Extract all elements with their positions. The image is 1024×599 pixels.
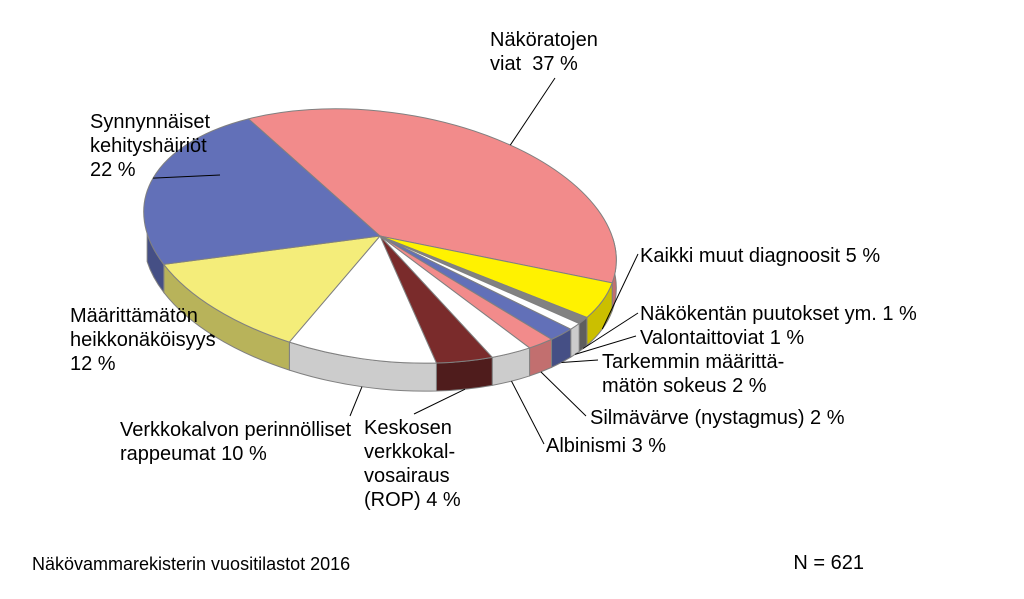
label-nakoratojen: Näköratojen viat 37 %: [490, 28, 598, 76]
label-keskosen: Keskosen verkkokal- vosairaus (ROP) 4 %: [364, 416, 461, 512]
footer-n: N = 621: [793, 552, 864, 575]
page: Näköratojen viat 37 % Kaikki muut diagnoo…: [0, 0, 1024, 599]
label-synnynnaiset: Synnynnäiset kehityshäiriöt 22 %: [90, 110, 210, 182]
leader-albinismi: [512, 381, 544, 444]
leader-nakoratojen: [510, 78, 555, 145]
label-kaikkimuut: Kaikki muut diagnoosit 5 %: [640, 244, 880, 268]
label-tarkemmin: Tarkemmin määrittä- mätön sokeus 2 %: [602, 350, 784, 398]
leader-silmavarve: [541, 372, 586, 416]
label-maarittamaton: Määrittämätön heikkonäköisyys 12 %: [70, 304, 216, 376]
label-verkkokalvon: Verkkokalvon perinnölliset rappeumat 10 …: [120, 418, 351, 466]
leader-verkkokalvon: [350, 387, 362, 416]
label-albinismi: Albinismi 3 %: [546, 434, 666, 458]
leader-tarkemmin: [561, 360, 598, 362]
pie-chart: [0, 0, 1024, 599]
label-nakokentan: Näkökentän puutokset ym. 1 %: [640, 302, 917, 326]
leader-keskosen: [414, 389, 465, 414]
label-silmavarve: Silmävärve (nystagmus) 2 %: [590, 406, 845, 430]
label-valontaitto: Valontaittoviat 1 %: [640, 326, 804, 350]
footer-source: Näkövammarekisterin vuositilastot 2016: [32, 554, 350, 575]
